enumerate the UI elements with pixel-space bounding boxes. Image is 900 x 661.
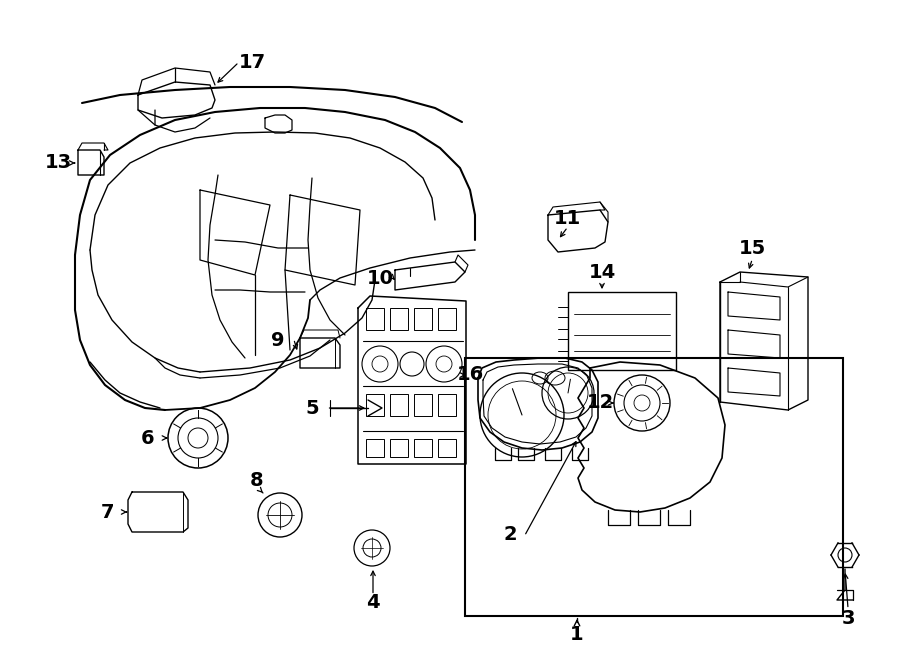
Text: 2: 2 <box>503 525 517 545</box>
Bar <box>465 358 843 616</box>
Text: 5: 5 <box>305 399 319 418</box>
Bar <box>366 394 384 416</box>
Bar <box>366 308 384 330</box>
Bar <box>390 308 408 330</box>
Text: 17: 17 <box>238 54 266 73</box>
Bar <box>438 439 456 457</box>
Bar <box>414 439 432 457</box>
Text: 15: 15 <box>738 239 766 258</box>
Bar <box>438 394 456 416</box>
Text: 4: 4 <box>366 594 380 613</box>
Text: 11: 11 <box>554 208 580 227</box>
Bar <box>390 439 408 457</box>
Text: 1: 1 <box>571 625 584 644</box>
Text: 14: 14 <box>589 262 616 282</box>
Bar <box>438 308 456 330</box>
Text: 16: 16 <box>456 366 483 385</box>
Text: 8: 8 <box>250 471 264 490</box>
Text: 9: 9 <box>271 330 284 350</box>
Text: 10: 10 <box>366 268 393 288</box>
Text: 7: 7 <box>101 502 115 522</box>
Bar <box>568 292 676 370</box>
Bar <box>366 439 384 457</box>
Text: 3: 3 <box>842 609 855 627</box>
Text: 13: 13 <box>44 153 72 173</box>
Bar <box>414 394 432 416</box>
Bar <box>414 308 432 330</box>
Text: 6: 6 <box>141 428 155 447</box>
Bar <box>390 394 408 416</box>
Text: 12: 12 <box>587 393 614 412</box>
